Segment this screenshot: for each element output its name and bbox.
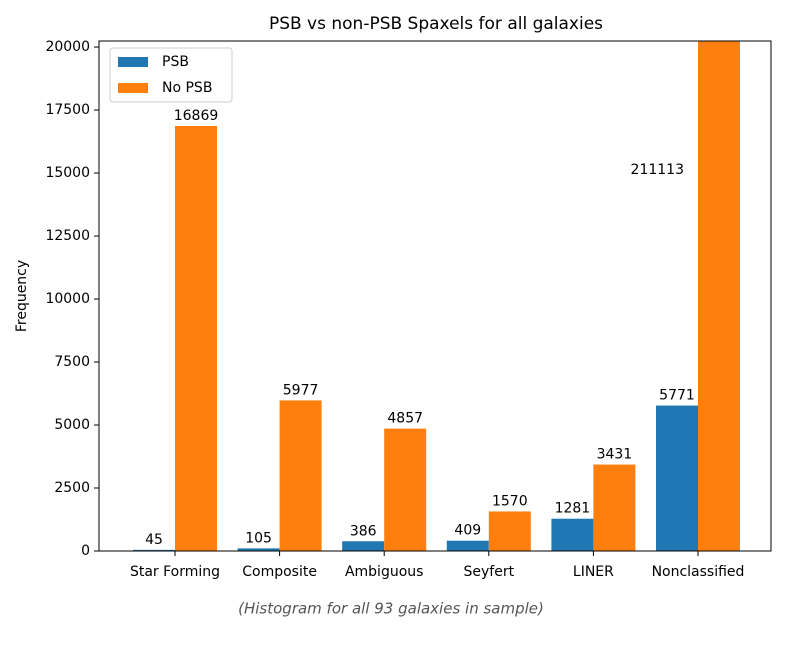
x-tick-label: LINER (573, 564, 614, 580)
value-label: 409 (454, 523, 481, 539)
plot-area (133, 41, 740, 551)
y-tick-label: 17500 (45, 102, 90, 118)
bar (279, 400, 322, 551)
y-tick-label: 2500 (54, 480, 90, 496)
chart-title: PSB vs non-PSB Spaxels for all galaxies (269, 14, 603, 34)
value-label: 1281 (555, 501, 591, 517)
y-tick-label: 15000 (45, 165, 90, 181)
legend-label: PSB (162, 54, 189, 70)
value-label: 16869 (174, 108, 219, 124)
x-tick-label: Nonclassified (652, 564, 745, 580)
value-label: 105 (245, 530, 272, 546)
legend-swatch (118, 83, 148, 93)
y-tick-label: 12500 (45, 228, 90, 244)
y-tick-label: 7500 (54, 354, 90, 370)
bar (551, 518, 594, 551)
x-tick-label: Ambiguous (345, 564, 423, 580)
bar (342, 541, 385, 551)
value-label: 5771 (659, 388, 695, 404)
x-tick-label: Seyfert (464, 564, 515, 580)
y-tick-label: 20000 (45, 39, 90, 55)
plot-frame (98, 40, 772, 552)
value-label: 1570 (492, 493, 528, 509)
value-label: 4857 (387, 411, 423, 427)
x-tick-label: Star Forming (130, 564, 220, 580)
value-label: 211113 (631, 162, 684, 178)
bar (593, 464, 636, 551)
value-label: 386 (350, 523, 377, 539)
value-label: 3431 (597, 447, 633, 463)
legend-swatch (118, 57, 148, 67)
x-tick-label: Composite (242, 564, 317, 580)
bar (237, 548, 280, 551)
bar (133, 549, 175, 551)
bar (488, 511, 531, 551)
y-tick-label: 10000 (45, 291, 90, 307)
y-tick-label: 5000 (54, 417, 90, 433)
bar (446, 540, 489, 551)
legend-label: No PSB (162, 80, 212, 96)
y-axis-label: Frequency (14, 260, 30, 332)
value-label: 45 (145, 532, 163, 548)
bar (698, 41, 740, 551)
caption: (Histogram for all 93 galaxies in sample… (238, 600, 544, 618)
y-tick-label: 0 (81, 543, 90, 559)
value-label: 5977 (283, 382, 319, 398)
bar (656, 405, 698, 551)
bar (384, 428, 427, 551)
bar (175, 125, 217, 551)
